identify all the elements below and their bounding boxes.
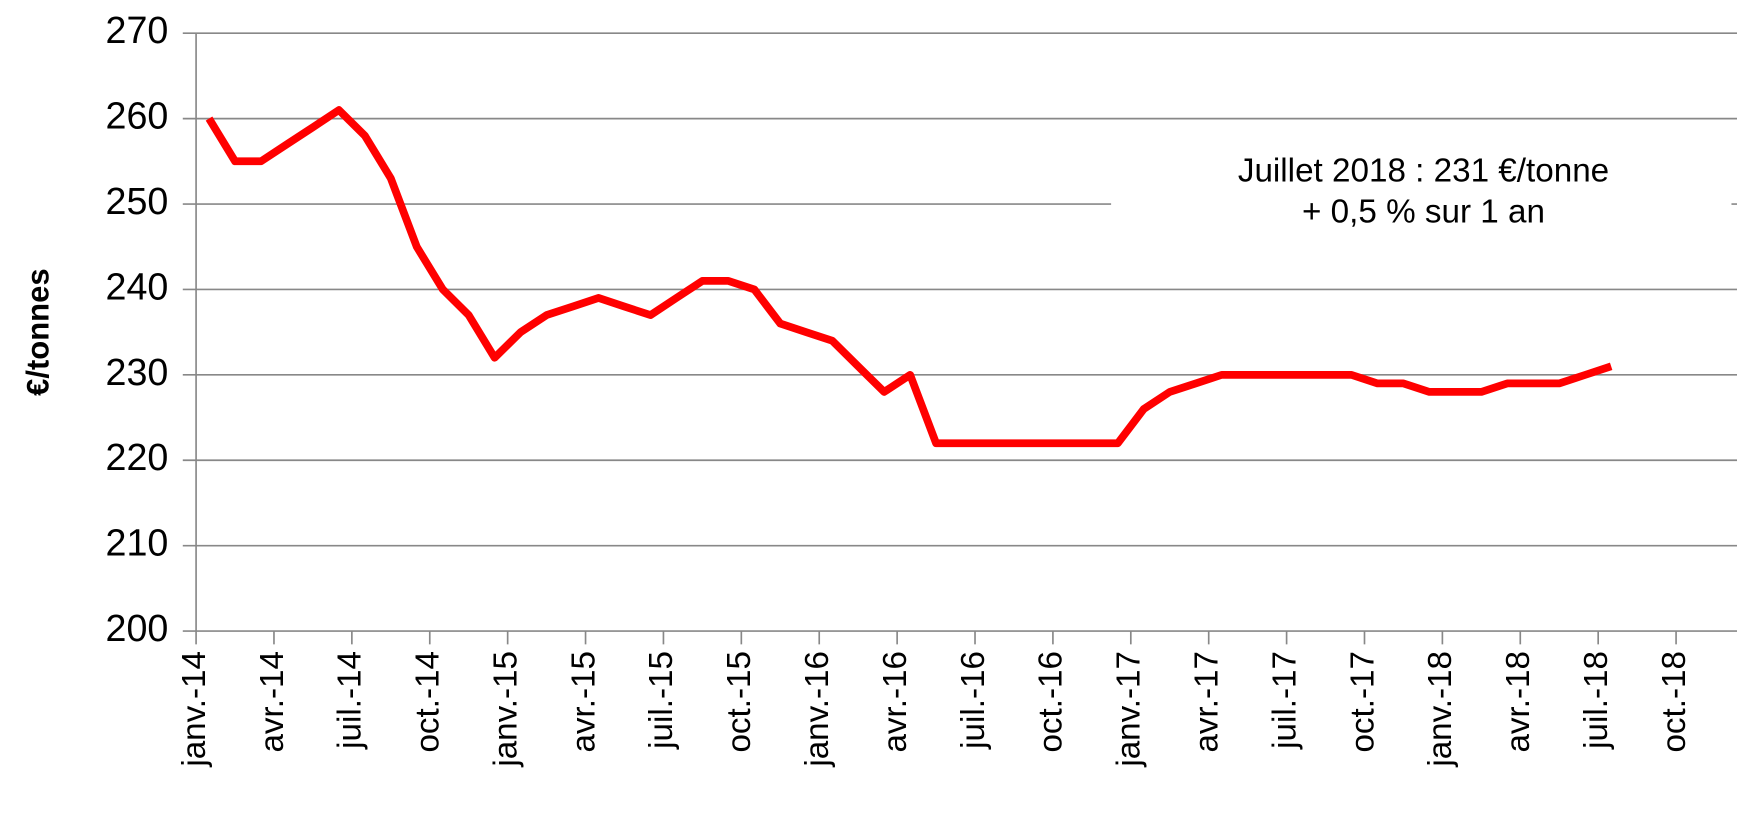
x-tick-label: oct.-18 <box>1656 651 1693 753</box>
x-tick-label: avr.-14 <box>254 651 291 753</box>
y-axis-label: €/tonnes <box>21 268 56 395</box>
y-tick-label: 260 <box>106 95 169 137</box>
x-tick-label: juil.-17 <box>1266 651 1303 750</box>
x-tick-label: avr.-16 <box>877 651 914 753</box>
x-tick-label: avr.-17 <box>1188 651 1225 753</box>
y-tick-label: 270 <box>106 9 169 51</box>
x-tick-label: oct.-16 <box>1033 651 1070 753</box>
y-tick-label: 200 <box>106 607 169 649</box>
x-tick-label: juil.-14 <box>332 651 369 750</box>
x-tick-label: oct.-17 <box>1344 651 1381 753</box>
annotation-background <box>1111 143 1732 255</box>
x-tick-label: avr.-15 <box>565 651 602 753</box>
annotation: Juillet 2018 : 231 €/tonne <box>1238 153 1609 190</box>
y-tick-label: 210 <box>106 522 169 564</box>
y-tick-label: 250 <box>106 180 169 222</box>
x-tick-label: janv.-17 <box>1111 651 1148 768</box>
x-tick-label: oct.-15 <box>721 651 758 753</box>
x-tick-label: avr.-18 <box>1500 651 1537 753</box>
x-tick-label: juil.-18 <box>1578 651 1615 750</box>
x-tick-label: oct.-14 <box>410 651 447 753</box>
x-tick-label: janv.-16 <box>799 651 836 768</box>
x-tick-label: janv.-15 <box>487 651 524 768</box>
y-tick-label: 240 <box>106 265 169 307</box>
x-tick-label: juil.-15 <box>643 651 680 750</box>
x-tick-label: janv.-14 <box>176 651 213 768</box>
x-tick-label: juil.-16 <box>955 651 992 750</box>
y-tick-label: 220 <box>106 436 169 478</box>
annotation: + 0,5 % sur 1 an <box>1302 193 1545 230</box>
x-tick-label: janv.-18 <box>1422 651 1459 768</box>
y-tick-label: 230 <box>106 351 169 393</box>
data-line <box>205 106 1613 448</box>
